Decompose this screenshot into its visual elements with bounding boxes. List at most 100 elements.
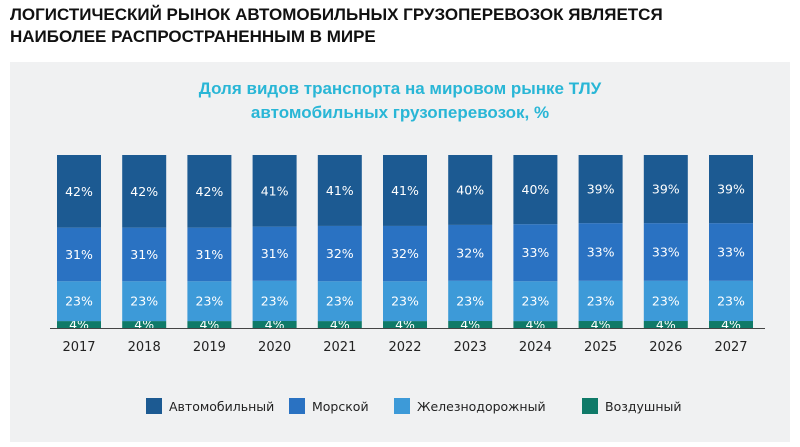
bar-2018-s1	[122, 281, 167, 322]
bar-2021-s2-value-label: 32%	[326, 246, 354, 261]
x-tick-label-2022: 2022	[388, 340, 421, 355]
bar-2020-s2	[252, 226, 297, 281]
x-tick-label-2023: 2023	[454, 340, 487, 355]
bar-2023-s1-value-label: 23%	[456, 293, 484, 308]
bar-2027-s3	[709, 155, 753, 224]
x-tick-label-2025: 2025	[584, 340, 617, 355]
bar-2019-s3-value-label: 42%	[196, 184, 224, 199]
bar-2024-s2-value-label: 33%	[522, 245, 550, 260]
bar-2017-s3-value-label: 42%	[65, 184, 93, 199]
bar-2022-s2-value-label: 32%	[391, 246, 419, 261]
bar-2026-s1-value-label: 23%	[652, 293, 680, 308]
bar-2018-s3-value-label: 42%	[130, 184, 158, 199]
x-tick-label-2017: 2017	[62, 340, 95, 355]
bar-2018-s2	[122, 227, 167, 282]
bar-2026-s2	[643, 223, 688, 281]
bar-2019-s2-value-label: 31%	[196, 247, 224, 262]
bar-2027-s3-value-label: 39%	[717, 182, 745, 197]
bar-2017-s1-value-label: 23%	[65, 294, 93, 309]
x-tick-label-2018: 2018	[128, 340, 161, 355]
legend-item-3-label: Воздушный	[605, 399, 682, 414]
bar-2021-s1	[317, 281, 362, 322]
bar-2027-s1-value-label: 23%	[717, 293, 745, 308]
bar-2017-s0	[57, 321, 101, 328]
legend-item-0-label: Автомобильный	[169, 399, 274, 414]
bar-2019-s3	[187, 155, 232, 228]
bar-2025-s1-value-label: 23%	[587, 293, 615, 308]
bar-2021-s3	[317, 155, 362, 226]
bar-2021-s3-value-label: 41%	[326, 183, 354, 198]
bar-2025-s2	[578, 223, 623, 281]
bar-2024-s3-value-label: 40%	[522, 182, 550, 197]
bar-2020-s0	[252, 321, 297, 328]
bar-2025-s0	[578, 321, 623, 328]
legend-item-2-label: Железнодорожный	[417, 399, 546, 414]
page-headline: ЛОГИСТИЧЕСКИЙ РЫНОК АВТОМОБИЛЬНЫХ ГРУЗОП…	[10, 5, 663, 46]
stacked-bar-chart: 4%23%31%42%4%23%31%42%4%23%31%42%4%23%31…	[50, 155, 765, 414]
bar-2027-s2-value-label: 33%	[717, 244, 745, 259]
bar-2022-s3	[383, 155, 427, 226]
bar-2023-s3	[448, 155, 493, 225]
bar-2021-s0	[317, 321, 362, 328]
x-tick-label-2024: 2024	[519, 340, 552, 355]
x-tick-label-2021: 2021	[323, 340, 356, 355]
bar-2021-s2	[317, 225, 362, 282]
legend-item-1-swatch	[289, 398, 305, 414]
bar-2025-s1	[578, 280, 623, 322]
bar-2019-s1	[187, 281, 232, 322]
chart-panel: Доля видов транспорта на мировом рынке Т…	[10, 62, 790, 442]
bar-2017-s3	[57, 155, 101, 228]
bar-2024-s0	[513, 321, 558, 328]
bar-2017-s2-value-label: 31%	[65, 247, 93, 262]
bar-2020-s1	[252, 280, 297, 322]
bar-2018-s1-value-label: 23%	[130, 294, 158, 309]
bar-2018-s0	[122, 321, 167, 328]
bar-2026-s2-value-label: 33%	[652, 244, 680, 259]
bar-2022-s0	[383, 321, 427, 328]
bar-2022-s3-value-label: 41%	[391, 183, 419, 198]
bar-2019-s0	[187, 321, 232, 328]
bar-2025-s2-value-label: 33%	[587, 244, 615, 259]
bar-2027-s1	[709, 280, 753, 322]
bar-2023-s2-value-label: 32%	[456, 245, 484, 260]
bar-2023-s0	[448, 321, 493, 328]
bar-2020-s3-value-label: 41%	[261, 183, 289, 198]
bar-2019-s2	[187, 227, 232, 282]
bar-2021-s1-value-label: 23%	[326, 294, 354, 309]
bar-2025-s3	[578, 155, 623, 224]
bar-2024-s3	[513, 155, 558, 225]
bar-2017-s1	[57, 281, 101, 322]
x-tick-label-2020: 2020	[258, 340, 291, 355]
bar-2017-s2	[57, 227, 101, 282]
bar-2027-s2	[709, 223, 753, 281]
bar-2023-s3-value-label: 40%	[456, 182, 484, 197]
bar-2024-s1-value-label: 23%	[522, 294, 550, 309]
chart-title: Доля видов транспорта на мировом рынке Т…	[198, 79, 602, 122]
bar-2024-s2	[513, 224, 558, 282]
bar-2023-s1	[448, 280, 493, 322]
bar-2023-s2	[448, 224, 493, 281]
bar-2026-s0	[643, 321, 688, 328]
legend-item-2-swatch	[394, 398, 410, 414]
x-tick-label-2019: 2019	[193, 340, 226, 355]
bar-2027-s0	[709, 321, 753, 328]
bar-2026-s3-value-label: 39%	[652, 182, 680, 197]
bar-2022-s1-value-label: 23%	[391, 294, 419, 309]
bar-2026-s1	[643, 280, 688, 322]
bar-2019-s1-value-label: 23%	[196, 294, 224, 309]
legend-item-1-label: Морской	[312, 399, 369, 414]
bar-2020-s3	[252, 155, 297, 227]
bar-2020-s2-value-label: 31%	[261, 246, 289, 261]
bar-2020-s1-value-label: 23%	[261, 293, 289, 308]
bar-2024-s1	[513, 281, 558, 322]
x-tick-label-2026: 2026	[649, 340, 682, 355]
bar-2022-s1	[383, 281, 427, 322]
bar-2022-s2	[383, 225, 427, 282]
bar-2018-s2-value-label: 31%	[130, 247, 158, 262]
x-tick-label-2027: 2027	[714, 340, 747, 355]
bar-2025-s3-value-label: 39%	[587, 182, 615, 197]
legend-item-0-swatch	[146, 398, 162, 414]
bar-2026-s3	[643, 155, 688, 224]
bar-2018-s3	[122, 155, 167, 228]
legend-item-3-swatch	[582, 398, 598, 414]
